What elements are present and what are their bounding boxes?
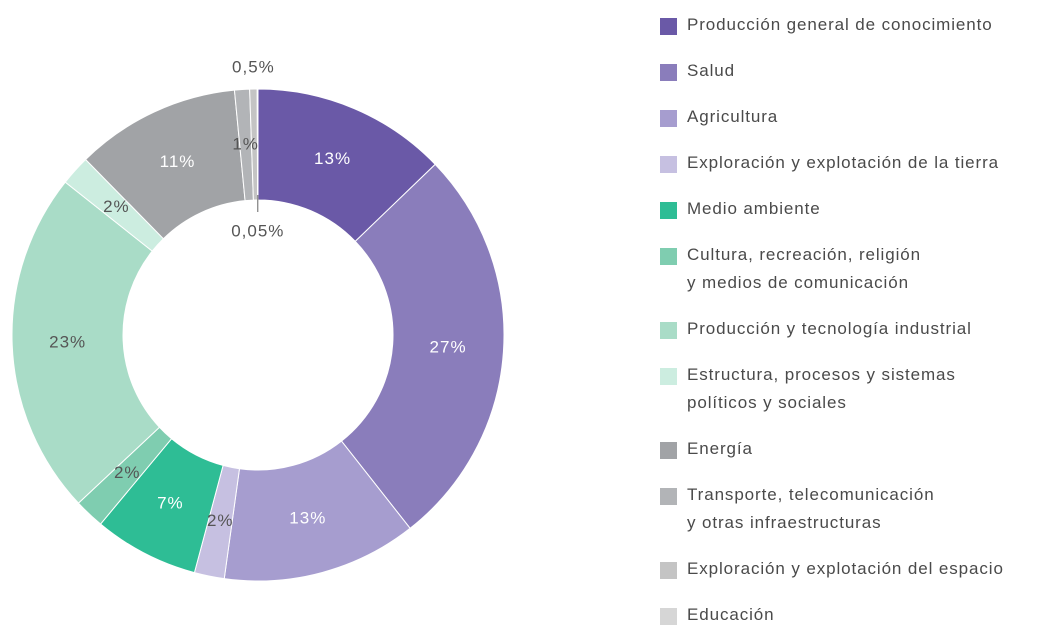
legend-swatch bbox=[660, 488, 677, 505]
data-label: 11% bbox=[160, 152, 196, 171]
legend-item: Exploración y explotación del espacio bbox=[660, 559, 1004, 583]
legend-swatch bbox=[660, 248, 677, 265]
data-label: 23% bbox=[49, 332, 86, 351]
legend-swatch bbox=[660, 608, 677, 625]
data-label: 2% bbox=[207, 511, 234, 530]
data-label: 0,5% bbox=[232, 57, 275, 76]
legend-item: Medio ambiente bbox=[660, 199, 821, 223]
data-label: 1% bbox=[232, 134, 259, 153]
legend-item: Energía bbox=[660, 439, 753, 463]
data-label: 2% bbox=[103, 197, 130, 216]
legend-item: Agricultura bbox=[660, 107, 778, 131]
legend-label: Agricultura bbox=[687, 107, 779, 126]
legend-label: Cultura, recreación, religión y medios d… bbox=[687, 245, 921, 292]
legend-label: Salud bbox=[687, 61, 735, 80]
data-label: 2% bbox=[114, 463, 141, 482]
data-label: 0,05% bbox=[231, 221, 284, 240]
legend-item: Transporte, telecomunicación y otras inf… bbox=[660, 485, 935, 537]
data-label: 27% bbox=[430, 338, 467, 357]
legend-label: Estructura, procesos y sistemas político… bbox=[687, 365, 956, 412]
legend-swatch bbox=[660, 442, 677, 459]
slice bbox=[340, 163, 505, 530]
legend-label: Transporte, telecomunicación y otras inf… bbox=[687, 485, 935, 532]
legend-swatch bbox=[660, 202, 677, 219]
legend-label: Energía bbox=[687, 439, 753, 458]
legend-label: Medio ambiente bbox=[687, 199, 821, 218]
legend-item: Estructura, procesos y sistemas político… bbox=[660, 365, 956, 417]
legend-swatch bbox=[660, 368, 677, 385]
legend-item: Salud bbox=[660, 61, 735, 85]
chart: 13% 27% 13% 2% 7% 2% 23% 2% 11% 1% 0,5% 0,05% bbox=[11, 57, 505, 582]
legend-label: Producción general de conocimiento bbox=[687, 15, 993, 34]
data-label: 13% bbox=[314, 149, 351, 168]
legend-item: Producción y tecnología industrial bbox=[660, 319, 972, 343]
legend-label: Exploración y explotación del espacio bbox=[687, 559, 1004, 578]
data-label: 13% bbox=[289, 508, 326, 527]
legend-swatch bbox=[660, 64, 677, 81]
legend-label: Educación bbox=[687, 605, 775, 624]
legend-swatch bbox=[660, 18, 677, 35]
legend-item: Producción general de conocimiento bbox=[660, 15, 993, 39]
legend-swatch bbox=[660, 322, 677, 339]
legend-item: Cultura, recreación, religión y medios d… bbox=[660, 245, 921, 297]
legend-label: Producción y tecnología industrial bbox=[687, 319, 972, 338]
legend-swatch bbox=[660, 110, 677, 127]
slice bbox=[11, 181, 161, 504]
legend-swatch bbox=[660, 562, 677, 579]
data-label: 7% bbox=[157, 494, 184, 513]
legend-label: Exploración y explotación de la tierra bbox=[687, 153, 1000, 172]
legend-item: Educación bbox=[660, 605, 775, 629]
legend-item: Exploración y explotación de la tierra bbox=[660, 153, 999, 177]
legend-swatch bbox=[660, 156, 677, 173]
